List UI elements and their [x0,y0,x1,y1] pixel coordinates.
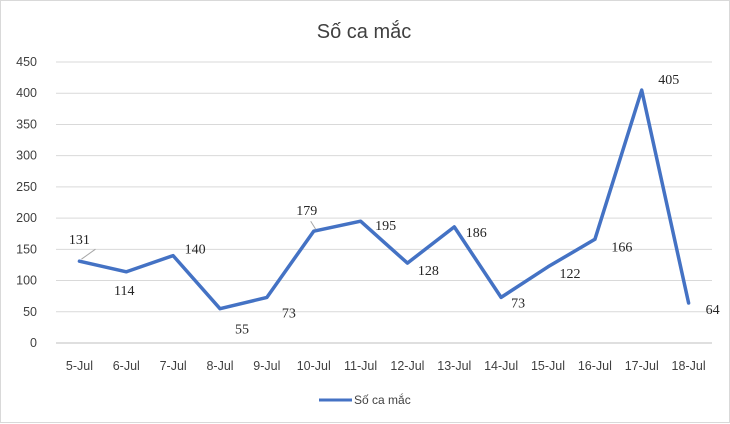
data-label: 179 [296,204,317,219]
x-tick-label: 16-Jul [578,359,612,373]
y-tick-label: 350 [16,117,37,131]
x-tick-label: 9-Jul [253,359,280,373]
series-layer [77,88,691,311]
y-tick-label: 200 [16,211,37,225]
y-tick-label: 450 [16,55,37,69]
chart-title: Số ca mắc [317,20,411,43]
data-label: 195 [375,219,396,234]
data-label: 405 [658,73,679,88]
y-axis-ticks: 0 50 100 150 200 250 300 350 400 450 [16,55,37,350]
data-label: 131 [69,233,90,248]
y-tick-label: 0 [30,336,37,350]
series-line [77,88,691,311]
data-label: 114 [114,284,134,299]
data-label: 55 [235,323,249,338]
label-leader-line [310,220,317,230]
data-label: 186 [466,226,487,241]
x-tick-label: 6-Jul [113,359,140,373]
x-axis-ticks: 5-Jul 6-Jul 7-Jul 8-Jul 9-Jul 10-Jul 11-Jul 12-… [66,359,706,373]
data-label: 122 [560,267,581,282]
gridlines [56,61,712,344]
y-tick-label: 150 [16,242,37,256]
label-leader-line [81,248,96,260]
x-tick-label: 15-Jul [531,359,565,373]
y-tick-label: 50 [23,305,37,319]
y-tick-label: 250 [16,180,37,194]
data-labels: 131 114 140 55 73 179 195 128 186 73 122 166 405 64 [69,73,720,338]
x-tick-label: 11-Jul [344,359,377,373]
x-tick-label: 7-Jul [160,359,187,373]
x-tick-label: 12-Jul [390,359,424,373]
y-tick-label: 100 [16,274,37,288]
x-tick-label: 10-Jul [297,359,331,373]
data-label: 64 [706,303,720,318]
data-label: 140 [185,243,206,258]
y-tick-label: 400 [16,86,37,100]
x-tick-label: 14-Jul [484,359,518,373]
x-tick-label: 18-Jul [672,359,706,373]
x-tick-label: 5-Jul [66,359,93,373]
legend-label: Số ca mắc [354,392,411,407]
data-label: 128 [418,264,439,279]
y-tick-label: 300 [16,149,37,163]
x-tick-label: 13-Jul [437,359,471,373]
data-label: 73 [511,296,525,311]
data-label: 166 [611,240,632,255]
legend: Số ca mắc [319,392,411,407]
x-tick-label: 8-Jul [206,359,233,373]
data-label: 73 [282,306,296,321]
x-tick-label: 17-Jul [625,359,659,373]
